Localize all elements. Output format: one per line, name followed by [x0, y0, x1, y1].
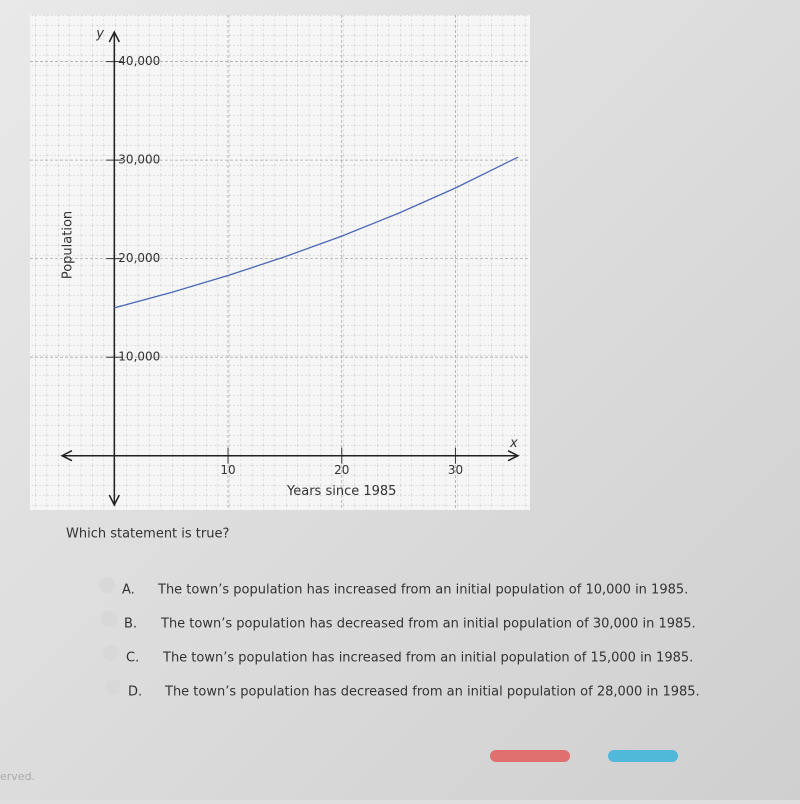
option-text: The town’s population has decreased from… [164, 685, 700, 700]
option-letter: C. [126, 651, 139, 666]
option-letter: D. [128, 685, 142, 700]
x-tick-label: 20 [334, 463, 349, 477]
x-tick-label: 30 [448, 463, 463, 477]
option-text: The town’s population has decreased from… [160, 617, 696, 632]
y-tick-label: 20,000 [118, 251, 160, 265]
minor-grid [30, 15, 530, 510]
option-text: The town’s population has increased from… [157, 583, 688, 598]
y-axis-name: y [95, 27, 104, 42]
y-axis [108, 30, 120, 507]
x-axis [60, 450, 520, 462]
radio[interactable] [103, 645, 119, 661]
line [114, 156, 519, 309]
option-text: The town’s population has increased from… [162, 651, 693, 666]
button[interactable] [608, 750, 678, 762]
x-tick-label: 10 [220, 463, 235, 477]
y-axis-label: Population [61, 211, 76, 279]
chart: 10,000 20,000 30,000 40,000 10 20 30 x y Years si… [30, 15, 530, 510]
options: A. The town’s population has increased fr… [99, 577, 700, 700]
radio[interactable] [99, 577, 115, 593]
question: Which statement is true? [66, 527, 229, 542]
y-tick-label: 10,000 [118, 350, 160, 364]
button[interactable] [490, 750, 570, 762]
option-letter: A. [122, 583, 135, 598]
option-letter: B. [124, 617, 137, 632]
x-axis-label: Years since 1985 [286, 484, 396, 499]
y-tick-label: 30,000 [118, 153, 160, 167]
radio[interactable] [105, 679, 121, 695]
radio[interactable] [101, 611, 117, 627]
footer: erved. [0, 770, 35, 783]
x-axis-name: x [509, 436, 518, 451]
y-tick-label: 40,000 [118, 54, 160, 68]
